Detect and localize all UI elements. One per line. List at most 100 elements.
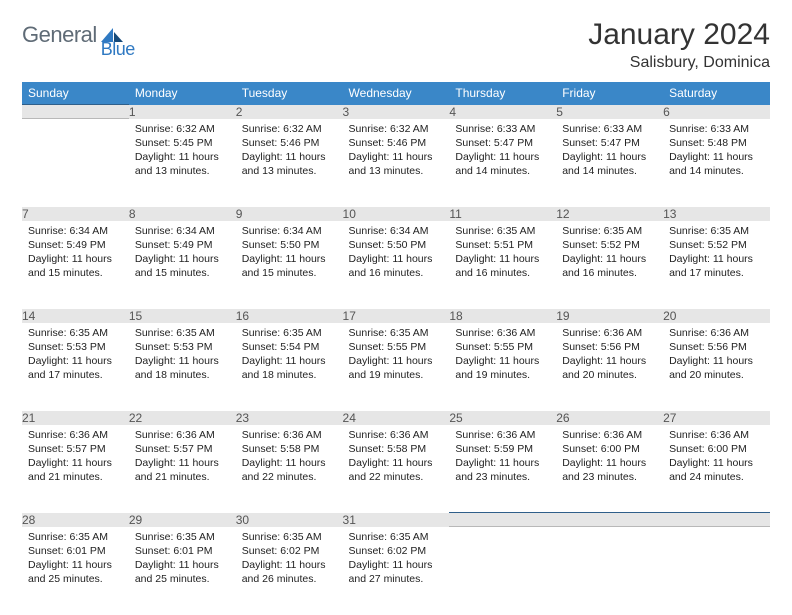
day-number: 30 [236, 513, 343, 527]
sunset-line: Sunset: 5:49 PM [28, 238, 123, 252]
daynum-row: 28293031 [22, 513, 770, 527]
sunrise-label: Sunrise: [242, 123, 283, 135]
logo-word2: Blue [101, 39, 135, 60]
sunrise-label: Sunrise: [455, 327, 496, 339]
daylight-line: Daylight: 11 hours and 15 minutes. [242, 252, 337, 280]
sunset-line: Sunset: 5:54 PM [242, 340, 337, 354]
sunrise-line: Sunrise: 6:35 AM [242, 326, 337, 340]
sunrise-line: Sunrise: 6:35 AM [562, 224, 657, 238]
day-cell: Sunrise: 6:36 AMSunset: 6:00 PMDaylight:… [663, 425, 770, 513]
day-cell: Sunrise: 6:34 AMSunset: 5:50 PMDaylight:… [236, 221, 343, 309]
day-number: 7 [22, 207, 129, 221]
daylight-label: Daylight: [28, 253, 72, 265]
daylight-label: Daylight: [669, 151, 713, 163]
sunset-value: 5:49 PM [67, 239, 106, 251]
day-number: 28 [22, 513, 129, 527]
sunset-label: Sunset: [562, 341, 601, 353]
sunset-line: Sunset: 5:57 PM [135, 442, 230, 456]
daylight-line: Daylight: 11 hours and 13 minutes. [349, 150, 444, 178]
sunset-line: Sunset: 6:00 PM [669, 442, 764, 456]
sunset-line: Sunset: 5:47 PM [562, 136, 657, 150]
day-number: 19 [556, 309, 663, 323]
sunrise-label: Sunrise: [28, 429, 69, 441]
day-number: 22 [129, 411, 236, 425]
sunset-label: Sunset: [455, 239, 494, 251]
daylight-label: Daylight: [562, 253, 606, 265]
sunrise-label: Sunrise: [135, 225, 176, 237]
sunset-label: Sunset: [349, 545, 388, 557]
daylight-line: Daylight: 11 hours and 14 minutes. [669, 150, 764, 178]
sunrise-value: 6:36 AM [711, 429, 750, 441]
sunset-value: 6:02 PM [280, 545, 319, 557]
sunrise-value: 6:35 AM [711, 225, 750, 237]
sunrise-label: Sunrise: [135, 531, 176, 543]
sunrise-line: Sunrise: 6:36 AM [349, 428, 444, 442]
sunrise-label: Sunrise: [242, 327, 283, 339]
daylight-label: Daylight: [28, 457, 72, 469]
day-number: 25 [449, 411, 556, 425]
daylight-line: Daylight: 11 hours and 20 minutes. [562, 354, 657, 382]
sunset-value: 5:48 PM [708, 137, 747, 149]
daylight-line: Daylight: 11 hours and 13 minutes. [242, 150, 337, 178]
sunset-line: Sunset: 5:56 PM [669, 340, 764, 354]
empty-cell [556, 527, 663, 615]
sunrise-value: 6:35 AM [69, 327, 108, 339]
sunset-value: 5:56 PM [601, 341, 640, 353]
sunrise-value: 6:35 AM [604, 225, 643, 237]
sunrise-value: 6:34 AM [176, 225, 215, 237]
sunset-line: Sunset: 6:00 PM [562, 442, 657, 456]
sunrise-label: Sunrise: [669, 327, 710, 339]
sunset-label: Sunset: [669, 239, 708, 251]
empty-daynum [449, 513, 556, 527]
sunrise-value: 6:36 AM [497, 327, 536, 339]
daylight-line: Daylight: 11 hours and 25 minutes. [135, 558, 230, 586]
daylight-label: Daylight: [455, 457, 499, 469]
daylight-label: Daylight: [242, 559, 286, 571]
sunrise-line: Sunrise: 6:33 AM [669, 122, 764, 136]
sunrise-value: 6:36 AM [497, 429, 536, 441]
daylight-label: Daylight: [455, 253, 499, 265]
daylight-label: Daylight: [135, 151, 179, 163]
daylight-line: Daylight: 11 hours and 21 minutes. [135, 456, 230, 484]
daylight-label: Daylight: [28, 355, 72, 367]
sunset-label: Sunset: [28, 545, 67, 557]
day-cell: Sunrise: 6:35 AMSunset: 6:02 PMDaylight:… [343, 527, 450, 615]
daylight-label: Daylight: [669, 457, 713, 469]
sunrise-line: Sunrise: 6:35 AM [28, 326, 123, 340]
day-cell: Sunrise: 6:36 AMSunset: 5:57 PMDaylight:… [22, 425, 129, 513]
day-cell: Sunrise: 6:35 AMSunset: 5:53 PMDaylight:… [22, 323, 129, 411]
weekday-header: Tuesday [236, 82, 343, 105]
weekday-header: Monday [129, 82, 236, 105]
sunrise-value: 6:34 AM [69, 225, 108, 237]
sunrise-label: Sunrise: [349, 429, 390, 441]
sunrise-value: 6:35 AM [176, 531, 215, 543]
day-number: 3 [343, 105, 450, 119]
day-number: 24 [343, 411, 450, 425]
day-number: 23 [236, 411, 343, 425]
sunset-label: Sunset: [349, 443, 388, 455]
sunset-label: Sunset: [242, 443, 281, 455]
day-number: 14 [22, 309, 129, 323]
day-cell: Sunrise: 6:35 AMSunset: 6:01 PMDaylight:… [129, 527, 236, 615]
day-number: 17 [343, 309, 450, 323]
day-cell: Sunrise: 6:36 AMSunset: 5:59 PMDaylight:… [449, 425, 556, 513]
sunset-value: 5:49 PM [173, 239, 212, 251]
daylight-line: Daylight: 11 hours and 17 minutes. [28, 354, 123, 382]
weekday-header: Sunday [22, 82, 129, 105]
daylight-label: Daylight: [669, 253, 713, 265]
daylight-line: Daylight: 11 hours and 23 minutes. [562, 456, 657, 484]
location: Salisbury, Dominica [588, 54, 770, 72]
day-cell: Sunrise: 6:35 AMSunset: 5:52 PMDaylight:… [663, 221, 770, 309]
day-cell: Sunrise: 6:35 AMSunset: 5:52 PMDaylight:… [556, 221, 663, 309]
empty-cell [449, 527, 556, 615]
sunrise-value: 6:35 AM [283, 531, 322, 543]
daylight-line: Daylight: 11 hours and 18 minutes. [135, 354, 230, 382]
calendar-table: SundayMondayTuesdayWednesdayThursdayFrid… [22, 82, 770, 615]
sunset-value: 5:57 PM [173, 443, 212, 455]
sunset-line: Sunset: 5:48 PM [669, 136, 764, 150]
daylight-label: Daylight: [349, 559, 393, 571]
daylight-line: Daylight: 11 hours and 25 minutes. [28, 558, 123, 586]
day-number: 4 [449, 105, 556, 119]
day-cell: Sunrise: 6:35 AMSunset: 5:54 PMDaylight:… [236, 323, 343, 411]
sunrise-value: 6:34 AM [390, 225, 429, 237]
